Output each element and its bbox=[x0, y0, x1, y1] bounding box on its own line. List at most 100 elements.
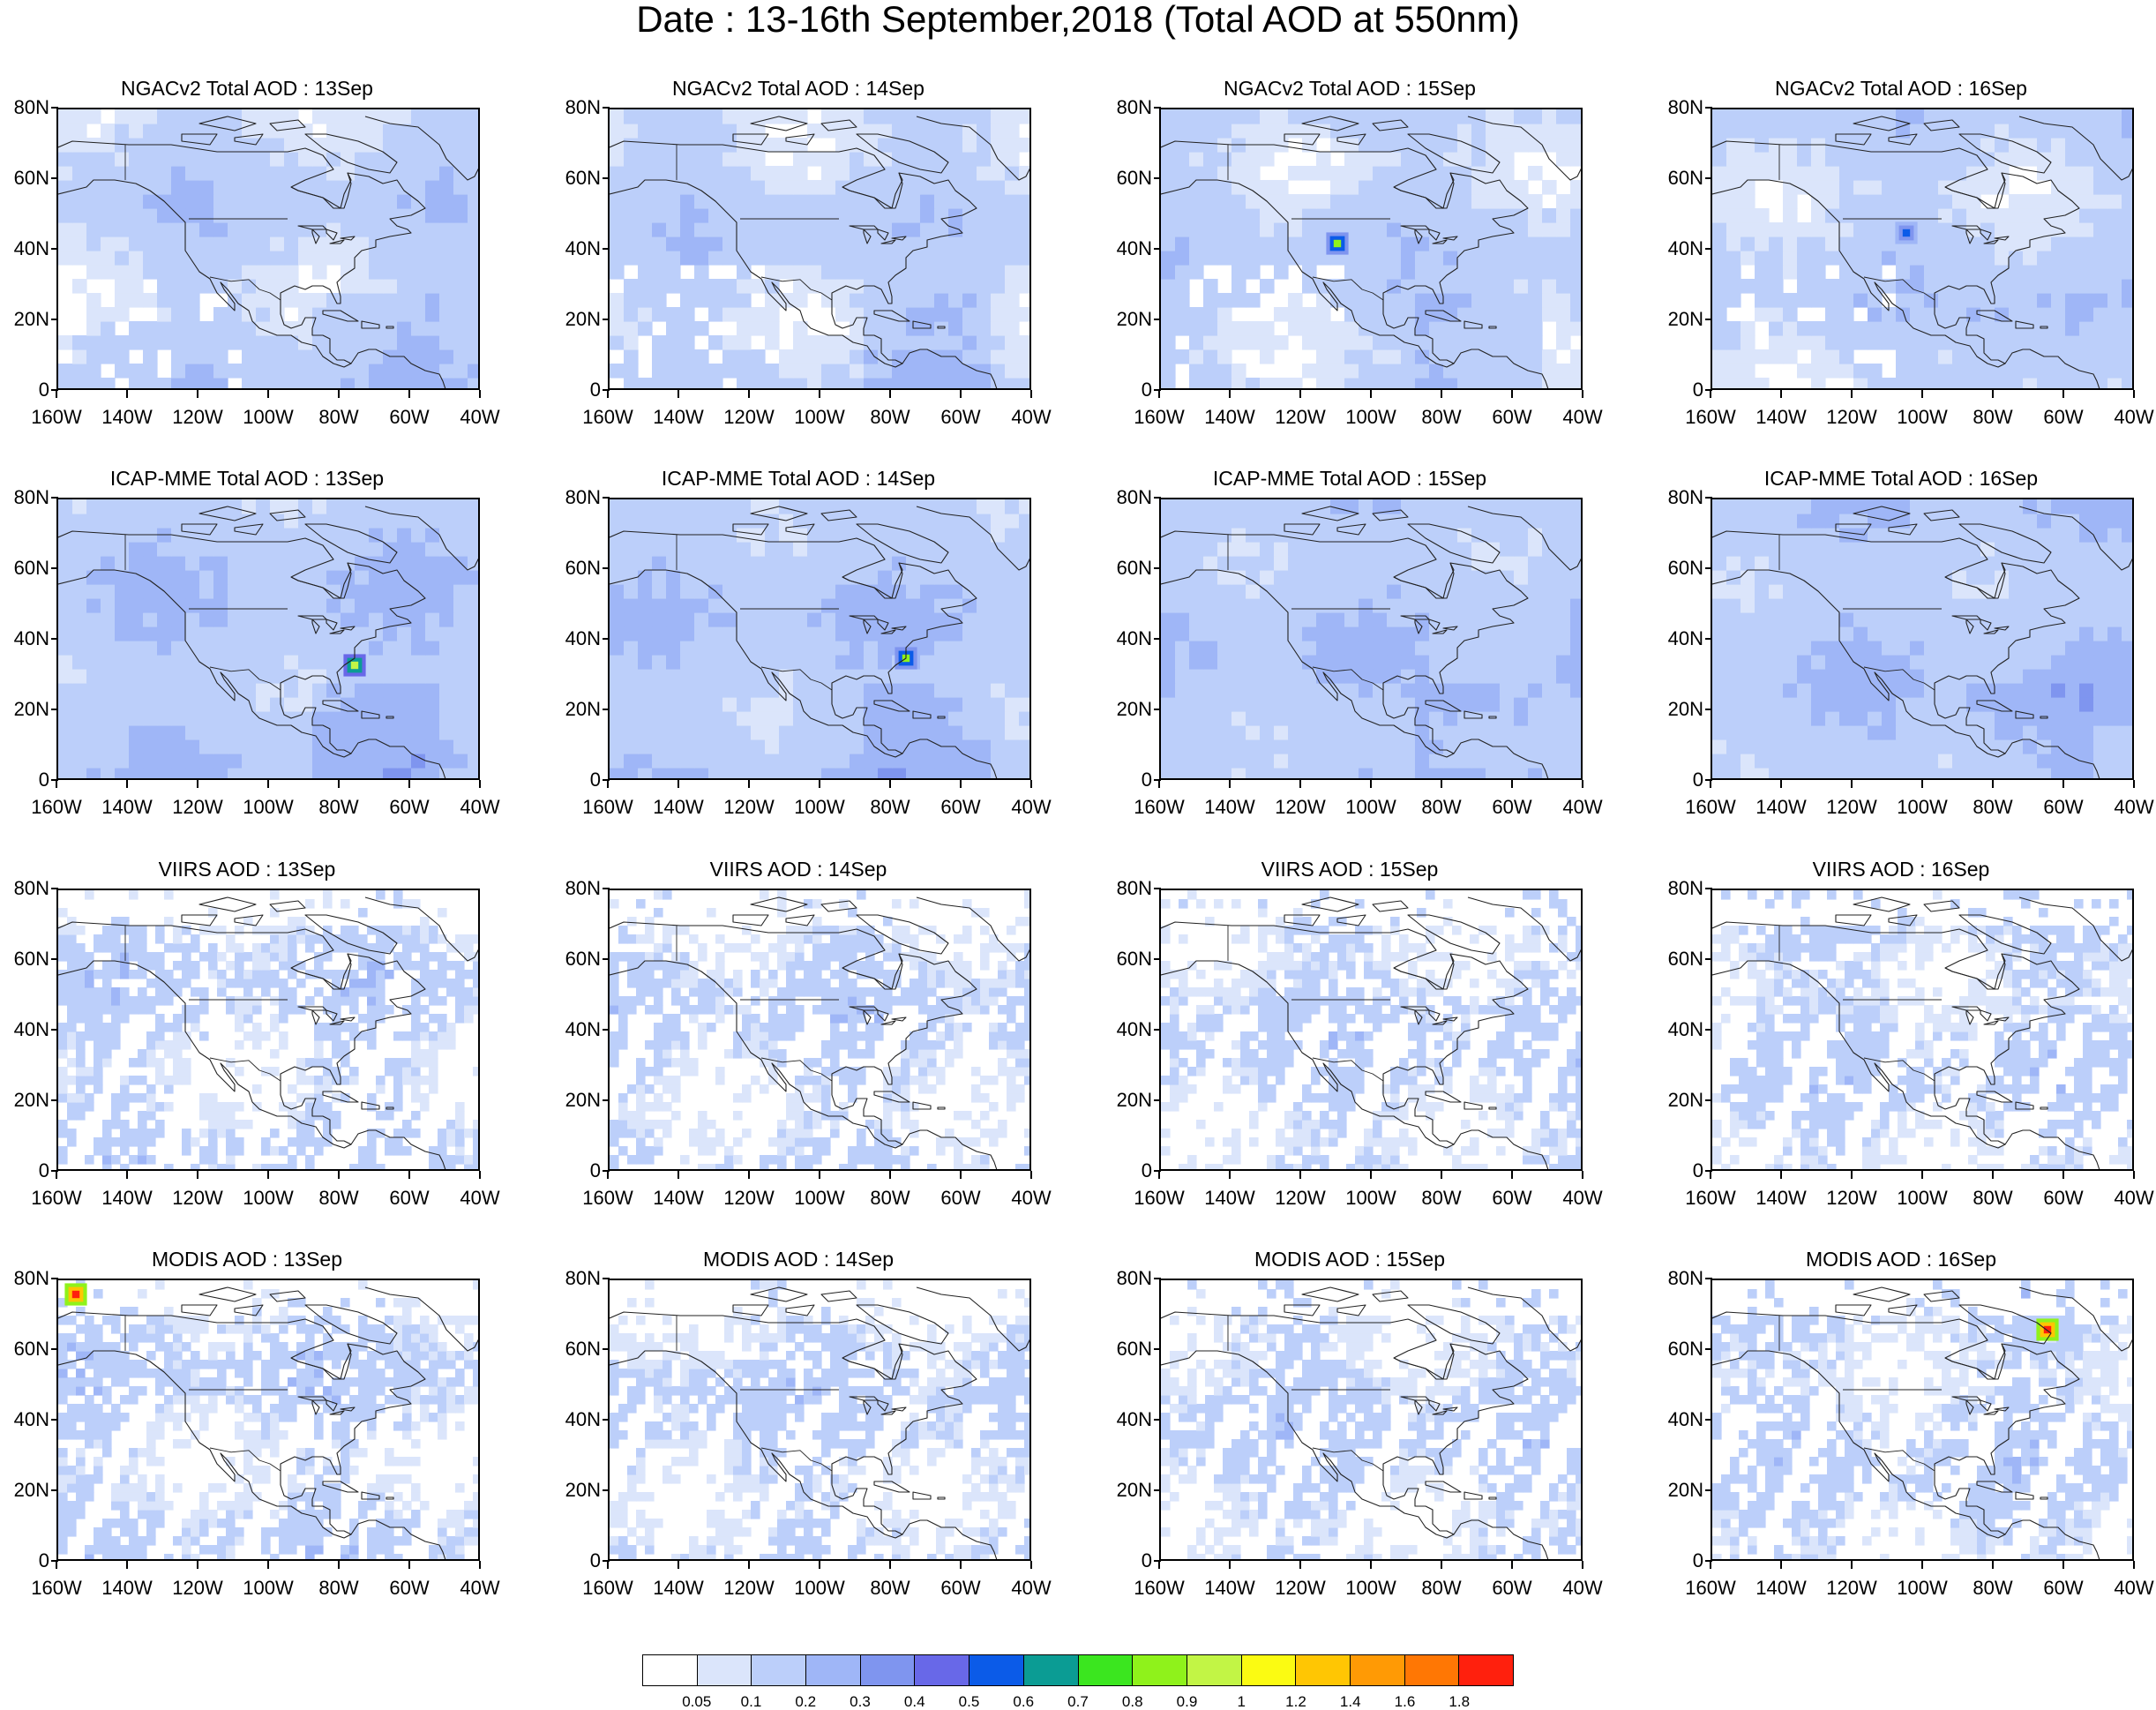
lon-tick-label: 60W bbox=[2043, 406, 2084, 428]
lon-tick-label: 120W bbox=[1826, 796, 1877, 818]
lon-tick bbox=[1158, 780, 1160, 788]
lat-tick-label: 80N bbox=[1116, 877, 1152, 899]
lat-tick bbox=[1705, 319, 1712, 320]
lon-tick bbox=[1582, 780, 1583, 788]
lon-tick-label: 160W bbox=[1134, 796, 1185, 818]
lon-tick-label: 40W bbox=[1011, 406, 1052, 428]
lat-tick bbox=[51, 1099, 58, 1101]
lat-tick-label: 80N bbox=[13, 1267, 49, 1289]
lon-tick-label: 40W bbox=[2114, 796, 2154, 818]
lon-tick-label: 80W bbox=[870, 1187, 910, 1209]
lon-tick bbox=[1780, 390, 1782, 398]
lon-tick-label: 160W bbox=[1134, 406, 1185, 428]
coastlines bbox=[1712, 896, 2132, 1169]
lon-tick-label: 120W bbox=[172, 796, 223, 818]
map-plot-area bbox=[1159, 498, 1583, 780]
lat-tick bbox=[51, 389, 58, 391]
lon-tick-label: 160W bbox=[1685, 1187, 1736, 1209]
lat-tick bbox=[51, 1348, 58, 1350]
map-plot-area bbox=[1711, 108, 2134, 390]
lon-tick bbox=[2062, 780, 2064, 788]
lon-tick bbox=[1030, 1561, 1032, 1569]
lon-tick-label: 100W bbox=[1897, 1577, 1948, 1599]
lat-tick bbox=[51, 1419, 58, 1421]
lon-tick bbox=[2133, 780, 2135, 788]
lon-tick-label: 40W bbox=[1011, 796, 1052, 818]
map-plot-area bbox=[608, 498, 1031, 780]
lon-tick-label: 100W bbox=[1345, 1577, 1396, 1599]
lat-tick bbox=[51, 779, 58, 781]
lon-tick-label: 160W bbox=[31, 796, 82, 818]
map-panel: MODIS AOD : 13Sep 80N 60N 40N 20N 0 160W 140W 12… bbox=[0, 1247, 500, 1635]
lon-tick-label: 160W bbox=[31, 1187, 82, 1209]
lat-tick-label: 40N bbox=[1116, 1408, 1152, 1430]
lon-tick-label: 40W bbox=[2114, 1577, 2154, 1599]
lat-tick bbox=[1154, 177, 1161, 179]
lat-tick bbox=[51, 248, 58, 250]
lon-tick bbox=[1921, 1561, 1923, 1569]
lat-tick bbox=[1705, 1099, 1712, 1101]
lat-tick bbox=[1154, 779, 1161, 781]
lon-tick bbox=[889, 780, 891, 788]
lon-tick-label: 160W bbox=[582, 796, 633, 818]
lon-tick bbox=[1851, 780, 1853, 788]
lat-tick-label: 40N bbox=[1667, 1408, 1703, 1430]
lon-tick-label: 60W bbox=[2043, 796, 2084, 818]
lon-tick bbox=[1441, 1171, 1442, 1179]
lon-tick-label: 60W bbox=[940, 796, 981, 818]
lat-tick-label: 20N bbox=[1667, 698, 1703, 720]
coastlines bbox=[58, 1286, 478, 1559]
lon-tick bbox=[1158, 1561, 1160, 1569]
lon-tick bbox=[748, 1171, 750, 1179]
lon-tick bbox=[479, 1171, 481, 1179]
panel-title: VIIRS AOD : 15Sep bbox=[1261, 858, 1439, 881]
lat-tick-label: 0 bbox=[589, 769, 601, 791]
colorbar-swatch bbox=[1296, 1655, 1351, 1685]
lon-tick bbox=[748, 780, 750, 788]
lon-tick bbox=[1030, 780, 1032, 788]
lat-tick-label: 60N bbox=[565, 948, 601, 970]
lon-tick bbox=[1370, 780, 1372, 788]
panel-title: NGACv2 Total AOD : 16Sep bbox=[1775, 77, 2027, 100]
aod-map bbox=[1161, 499, 1581, 778]
lat-tick-label: 20N bbox=[565, 698, 601, 720]
colorbar bbox=[642, 1654, 1514, 1686]
lat-tick bbox=[51, 638, 58, 640]
lat-tick bbox=[603, 107, 610, 109]
aod-map bbox=[610, 1280, 1029, 1559]
lon-tick bbox=[126, 780, 128, 788]
lat-tick bbox=[1154, 497, 1161, 499]
lon-tick-label: 100W bbox=[794, 406, 845, 428]
lat-tick bbox=[1705, 248, 1712, 250]
lon-tick bbox=[1710, 1171, 1711, 1179]
lat-tick-label: 80N bbox=[1116, 96, 1152, 118]
lon-tick bbox=[267, 1561, 269, 1569]
aod-map bbox=[58, 890, 478, 1169]
lon-tick bbox=[2062, 390, 2064, 398]
lon-tick bbox=[1921, 390, 1923, 398]
lon-tick bbox=[1370, 1561, 1372, 1569]
lon-tick bbox=[2062, 1171, 2064, 1179]
lon-tick bbox=[889, 1561, 891, 1569]
lat-tick-label: 80N bbox=[1667, 1267, 1703, 1289]
lon-tick bbox=[819, 390, 820, 398]
lon-tick-label: 80W bbox=[870, 406, 910, 428]
lat-tick bbox=[603, 1099, 610, 1101]
aod-hotspot bbox=[2036, 1318, 2059, 1341]
lat-tick-label: 0 bbox=[38, 1159, 49, 1181]
lat-tick bbox=[1154, 389, 1161, 391]
lon-tick-label: 80W bbox=[1973, 406, 2013, 428]
lat-tick bbox=[1705, 389, 1712, 391]
lon-tick-label: 80W bbox=[1421, 1577, 1462, 1599]
lon-tick bbox=[338, 1561, 340, 1569]
lon-tick bbox=[1921, 780, 1923, 788]
lon-tick bbox=[1992, 1171, 1994, 1179]
lon-tick-label: 160W bbox=[1685, 406, 1736, 428]
lat-tick-label: 20N bbox=[13, 1089, 49, 1111]
lon-tick-label: 100W bbox=[1345, 1187, 1396, 1209]
lat-tick-label: 0 bbox=[1692, 1549, 1703, 1571]
lat-tick-label: 20N bbox=[1116, 1089, 1152, 1111]
lon-tick-label: 120W bbox=[1275, 1577, 1326, 1599]
lon-tick bbox=[889, 1171, 891, 1179]
lon-tick bbox=[2133, 1561, 2135, 1569]
